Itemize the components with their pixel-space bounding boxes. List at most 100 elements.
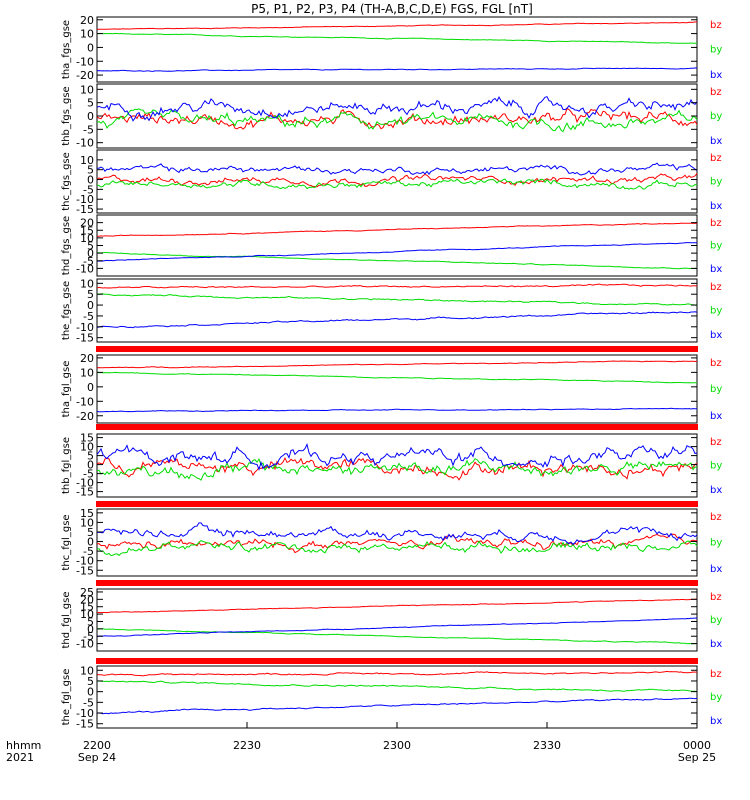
y-axis-label: thb_fgl_gse [61,437,72,494]
panel-frame [96,149,698,214]
series-line-bx [96,522,698,545]
y-tick-label: 15 [80,432,94,445]
panel-frame [96,354,698,424]
y-tick-label: 0 [87,623,94,636]
y-tick-label: 20 [80,352,94,365]
legend-bz: bz [710,358,722,369]
y-tick-label: -15 [76,564,94,577]
y-tick-label: 25 [80,586,94,599]
series-line-bx [96,67,698,72]
y-tick-label: 5 [87,675,94,688]
x-tick-label: 2230 [233,739,261,752]
legend-bz: bz [710,153,722,164]
y-axis-label: thc_fgl_gse [61,514,72,570]
y-tick-label: 0 [87,381,94,394]
chart-title: P5, P1, P2, P3, P4 (TH-A,B,C,D,E) FGS, F… [251,2,533,16]
series-line-bz [97,222,697,237]
series-line-by [96,371,698,384]
y-tick-label: -10 [76,321,94,334]
legend-bx: bx [710,201,722,212]
series-line-bx [96,443,698,471]
y-tick-label: 15 [80,601,94,614]
y-tick-label: 0 [87,459,94,472]
y-tick-label: 5 [87,526,94,539]
legend-by: by [710,384,722,395]
y-axis-label: thd_fgs_gse [61,216,72,275]
y-axis-label: tha_fgs_gse [61,20,72,79]
series-line-bz [96,533,698,554]
y-tick-label: -10 [76,395,94,408]
y-tick-label: -20 [76,410,94,423]
y-axis-label: thb_fgs_gse [61,86,72,145]
status-bars [96,346,698,664]
y-tick-label: 20 [80,217,94,230]
x-tick-label: 2330 [533,739,561,752]
legend-by: by [710,461,722,472]
x-tick-date-label: Sep 25 [678,751,716,764]
status-bar [96,501,698,507]
x-tick-label: 2300 [383,739,411,752]
series-line-by [96,457,698,481]
status-bar [96,424,698,430]
legend-by: by [710,538,722,549]
legend-bx: bx [710,564,722,575]
series-line-bz [96,360,698,369]
y-tick-label: -10 [76,262,94,275]
series-line-by [96,680,698,693]
y-tick-label: -5 [83,545,94,558]
y-tick-label: 10 [80,83,94,96]
y-tick-label: -15 [76,718,94,731]
legend-bz: bz [710,282,722,293]
series-line-by [96,108,698,133]
legend-bx: bx [710,485,722,496]
legend-by: by [710,306,722,317]
legend-bx: bx [710,136,722,147]
legend-bx: bx [710,70,722,81]
series-line-bz [96,173,698,188]
y-tick-label: -5 [83,630,94,643]
y-tick-label: -10 [76,477,94,490]
series-line-by [96,293,698,306]
y-tick-label: -5 [83,255,94,268]
y-tick-label: -10 [76,137,94,150]
series-line-by [96,628,697,645]
legend-bz: bz [710,20,722,31]
y-tick-label: 0 [87,536,94,549]
x-axis-left-label-bottom: 2021 [6,751,34,764]
x-tick-label: 0000 [683,739,711,752]
legend-by: by [710,177,722,188]
y-axis-label: tha_fgl_gse [61,361,72,418]
status-bar [96,346,698,352]
series-line-bx [96,617,698,637]
panel-frame [96,278,698,343]
y-tick-label: -10 [76,707,94,720]
y-tick-label: 5 [87,288,94,301]
status-bar [96,580,698,586]
y-tick-label: 5 [87,97,94,110]
series-line-bz [96,456,698,481]
legend-bz: bz [710,218,722,229]
y-tick-label: 0 [87,247,94,260]
y-tick-label: -20 [76,69,94,82]
y-axis-label: thd_fgl_gse [61,592,72,649]
legend-bx: bx [710,716,722,727]
y-tick-label: -10 [76,193,94,206]
series-line-bz [96,107,698,130]
series-line-by [96,252,698,270]
legend-bz: bz [710,669,722,680]
y-tick-label: 10 [80,28,94,41]
y-tick-label: 0 [87,174,94,187]
series-line-bz [96,21,698,30]
y-tick-label: 15 [80,507,94,520]
y-tick-label: 0 [87,299,94,312]
